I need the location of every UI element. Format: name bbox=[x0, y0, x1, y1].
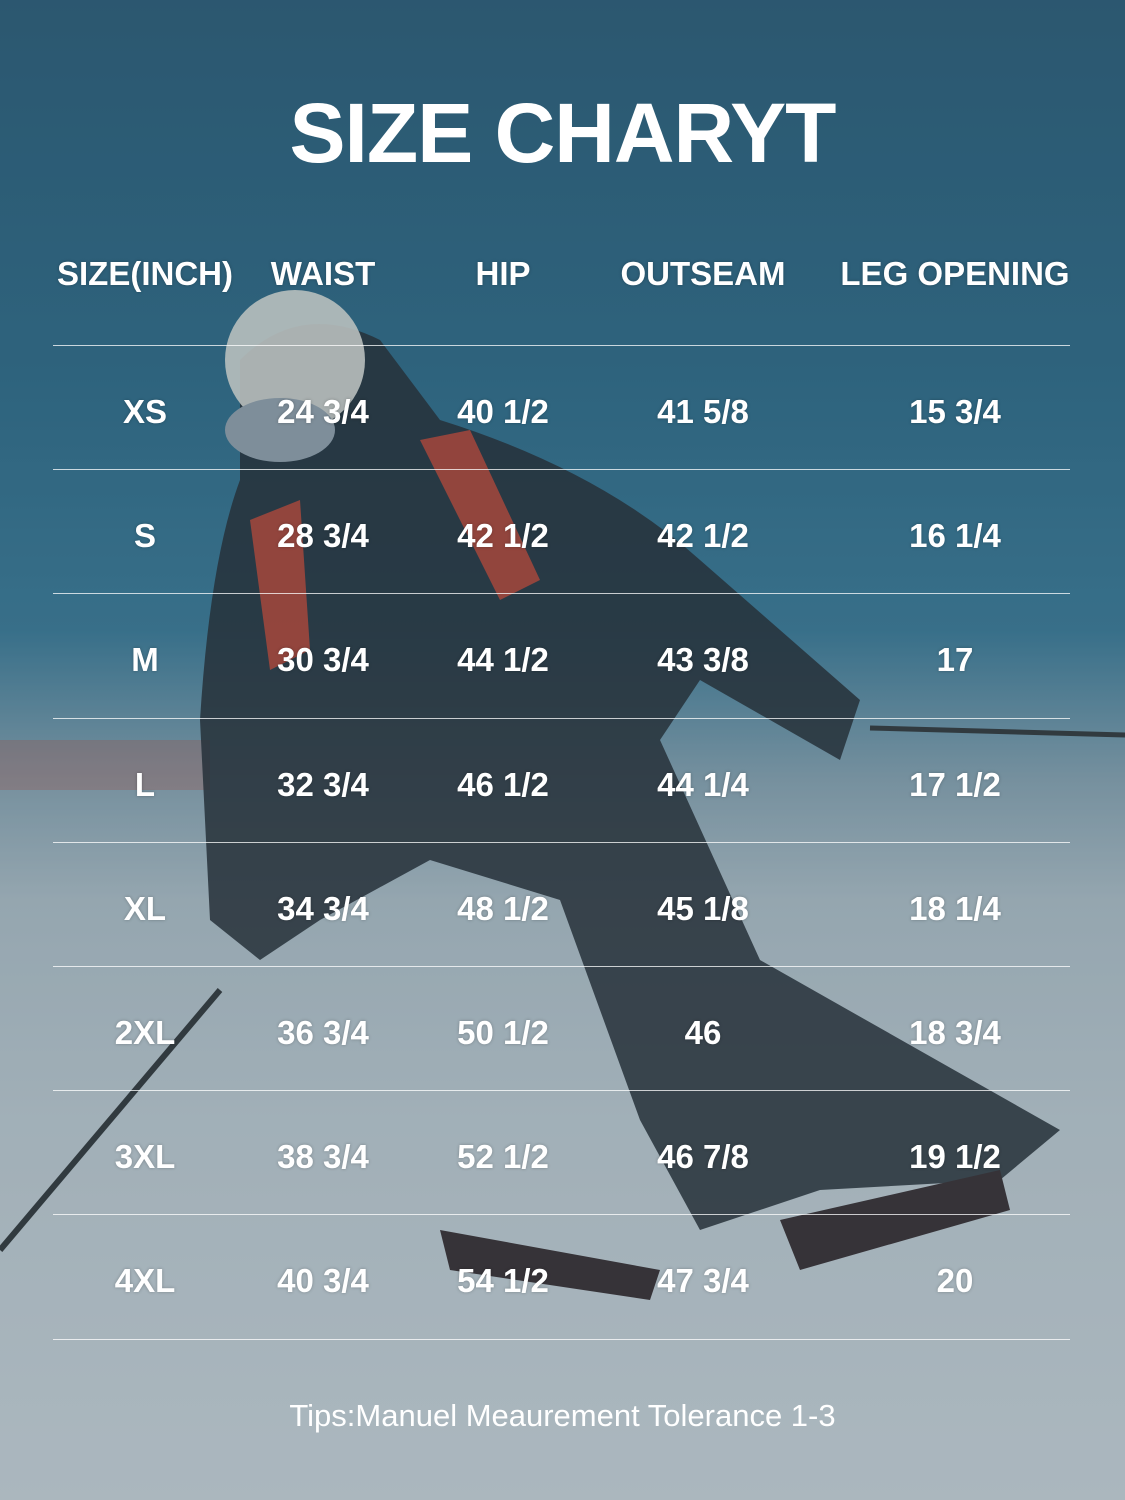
row-divider bbox=[53, 841, 1070, 843]
cell-leg-opening: 18 1/4 bbox=[909, 889, 1001, 927]
cell-size: 2XL bbox=[114, 1014, 176, 1051]
cell-outseam: 43 3/8 bbox=[657, 641, 749, 679]
cell-outseam: 47 3/4 bbox=[657, 1262, 749, 1300]
row-divider bbox=[53, 1214, 1070, 1216]
cell-leg-opening: 19 1/2 bbox=[909, 1138, 1001, 1176]
cell-hip: 50 1/2 bbox=[457, 1014, 549, 1051]
cell-waist: 28 3/4 bbox=[277, 517, 369, 555]
header-waist: WAIST bbox=[270, 255, 376, 292]
table-row: M 30 3/4 44 1/2 43 3/8 17 bbox=[53, 593, 1070, 717]
cell-leg-opening: 15 3/4 bbox=[909, 393, 1001, 430]
cell-hip: 40 1/2 bbox=[457, 393, 549, 430]
row-divider bbox=[53, 469, 1070, 471]
row-divider bbox=[53, 966, 1070, 967]
row-divider bbox=[53, 717, 1070, 719]
cell-leg-opening: 20 bbox=[936, 1262, 974, 1300]
header-size: SIZE(INCH) bbox=[57, 255, 233, 292]
goggles bbox=[225, 398, 335, 462]
helmet bbox=[225, 290, 365, 430]
cell-size: S bbox=[133, 517, 157, 555]
table-row: 3XL 38 3/4 52 1/2 46 7/8 19 1/2 bbox=[53, 1090, 1070, 1214]
ski-pole-left bbox=[0, 988, 223, 1252]
row-divider bbox=[53, 593, 1070, 595]
cell-outseam: 41 5/8 bbox=[657, 393, 749, 430]
cell-size: M bbox=[131, 641, 159, 679]
fence bbox=[0, 740, 210, 790]
page-title: SIZE CHARYT bbox=[289, 86, 837, 180]
cell-waist: 38 3/4 bbox=[277, 1138, 369, 1176]
cell-waist: 40 3/4 bbox=[277, 1262, 369, 1300]
table-row: 4XL 40 3/4 54 1/2 47 3/4 20 bbox=[53, 1214, 1070, 1338]
cell-waist: 24 3/4 bbox=[277, 393, 369, 430]
tips-text: Tips:Manuel Meaurement Tolerance 1-3 bbox=[289, 1398, 836, 1433]
cell-leg-opening: 18 3/4 bbox=[909, 1014, 1001, 1051]
row-divider bbox=[53, 1338, 1070, 1340]
cell-waist: 36 3/4 bbox=[277, 1014, 369, 1051]
cell-leg-opening: 16 1/4 bbox=[909, 517, 1001, 555]
cell-size: XS bbox=[122, 393, 168, 430]
backpack-straps bbox=[250, 430, 540, 670]
cell-hip: 44 1/2 bbox=[457, 641, 549, 679]
cell-hip: 52 1/2 bbox=[457, 1138, 549, 1176]
table-row: 2XL 36 3/4 50 1/2 46 18 3/4 bbox=[53, 966, 1070, 1090]
cell-hip: 54 1/2 bbox=[457, 1262, 549, 1300]
cell-size: 3XL bbox=[114, 1138, 176, 1176]
header-hip: HIP bbox=[475, 255, 531, 292]
cell-size: 4XL bbox=[114, 1262, 176, 1300]
cell-hip: 46 1/2 bbox=[457, 765, 549, 803]
cell-size: L bbox=[134, 765, 156, 803]
cell-leg-opening: 17 1/2 bbox=[909, 765, 1001, 803]
skier bbox=[200, 324, 1060, 1230]
header-outseam: OUTSEAM bbox=[620, 255, 786, 292]
cell-outseam: 42 1/2 bbox=[657, 517, 749, 555]
table-row: L 32 3/4 46 1/2 44 1/4 17 1/2 bbox=[53, 718, 1070, 842]
table-row: S 28 3/4 42 1/2 42 1/2 16 1/4 bbox=[53, 469, 1070, 593]
cell-outseam: 46 bbox=[684, 1014, 722, 1051]
table-header: SIZE(INCH) WAIST HIP OUTSEAM LEG OPENING bbox=[53, 255, 1070, 379]
cell-outseam: 46 7/8 bbox=[657, 1138, 749, 1176]
cell-waist: 30 3/4 bbox=[277, 641, 369, 679]
table-row: XS 24 3/4 40 1/2 41 5/8 15 3/4 bbox=[53, 345, 1070, 469]
cell-waist: 34 3/4 bbox=[277, 889, 369, 927]
cell-outseam: 45 1/8 bbox=[657, 889, 749, 927]
row-divider bbox=[53, 345, 1070, 346]
cell-size: XL bbox=[123, 889, 167, 927]
cell-leg-opening: 17 bbox=[936, 641, 974, 679]
cell-hip: 48 1/2 bbox=[457, 889, 549, 927]
cell-waist: 32 3/4 bbox=[277, 765, 369, 803]
table-row: XL 34 3/4 48 1/2 45 1/8 18 1/4 bbox=[53, 842, 1070, 966]
header-leg-opening: LEG OPENING bbox=[840, 255, 1070, 292]
ski-right bbox=[780, 1170, 1010, 1270]
ski-left bbox=[440, 1230, 660, 1300]
cell-hip: 42 1/2 bbox=[457, 517, 549, 555]
ski-pole-right bbox=[869, 725, 1125, 738]
row-divider bbox=[53, 1090, 1070, 1092]
cell-outseam: 44 1/4 bbox=[657, 765, 749, 803]
